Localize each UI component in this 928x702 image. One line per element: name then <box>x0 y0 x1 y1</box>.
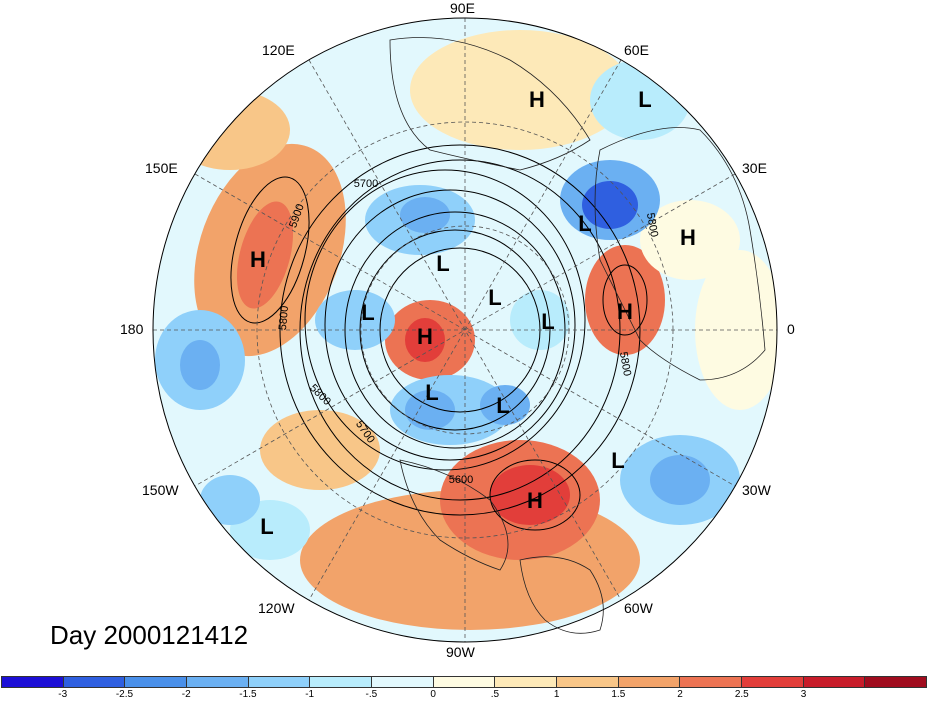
colorbar-segment <box>742 677 804 687</box>
pressure-center: L <box>488 285 502 310</box>
pressure-center: L <box>436 251 450 276</box>
colorbar-segment <box>557 677 619 687</box>
colorbar-tick-label: 1 <box>553 689 560 700</box>
colorbar-segment <box>372 677 434 687</box>
contour-label: 5600 <box>448 474 474 486</box>
colorbar-tick-label: -1.5 <box>239 689 257 700</box>
lon-label-90e: 90E <box>450 0 475 16</box>
pressure-center: H <box>417 324 433 349</box>
colorbar-tick-label: 1.5 <box>611 689 626 700</box>
pressure-center: L <box>425 380 439 405</box>
colorbar-tick-label: 0 <box>430 689 436 700</box>
contour-label: 5800 <box>276 305 292 331</box>
coastlines <box>389 37 766 634</box>
colorbar-segment <box>248 677 311 687</box>
colorbar-tick-label: 3 <box>800 689 807 700</box>
pressure-center: H <box>527 488 543 513</box>
colorbar-tick-label: -2 <box>181 689 191 700</box>
colorbar-segment <box>865 677 927 687</box>
colorbar-tick-label: -3 <box>58 689 68 700</box>
lon-label-150e: 150E <box>145 160 178 176</box>
colorbar-ticks: -3 -2.5 -2 -1.5 -1 -.5 0 .5 1 1.5 2 2.5 3 <box>1 689 927 702</box>
colorbar-segment <box>433 677 496 687</box>
pressure-center: L <box>496 393 510 418</box>
pressure-center: L <box>578 211 592 236</box>
colorbar <box>1 676 927 688</box>
colorbar-segment <box>680 677 743 687</box>
anomaly-field <box>153 18 777 642</box>
colorbar-tick-label: 2.5 <box>734 689 749 700</box>
pressure-center: H <box>680 225 696 250</box>
colorbar-tick-label: -1 <box>305 689 315 700</box>
map-border <box>152 17 778 643</box>
lon-label-30e: 30E <box>742 160 767 176</box>
pressure-center: L <box>541 309 555 334</box>
pressure-center: L <box>260 514 274 539</box>
colorbar-segment <box>125 677 188 687</box>
lon-label-30w: 30W <box>742 482 771 498</box>
lon-label-60w: 60W <box>624 600 653 616</box>
lon-label-60e: 60E <box>624 42 649 58</box>
polar-map <box>152 17 778 643</box>
lon-label-90w: 90W <box>446 644 475 660</box>
colorbar-tick-label: 2 <box>677 689 683 700</box>
pressure-center: L <box>638 87 652 112</box>
lon-label-120e: 120E <box>262 42 295 58</box>
colorbar-segment <box>310 677 373 687</box>
colorbar-segment <box>187 677 249 687</box>
day-title: Day 2000121412 <box>50 620 249 650</box>
colorbar-tick-label: -.5 <box>365 689 378 700</box>
colorbar-segment <box>618 677 681 687</box>
colorbar-tick-label: .5 <box>490 689 500 700</box>
lon-label-120w: 120W <box>258 600 295 616</box>
colorbar-segment <box>803 677 866 687</box>
pressure-center: H <box>617 299 633 324</box>
lon-label-180: 180 <box>120 321 144 337</box>
pressure-center: L <box>611 448 625 473</box>
colorbar-tick-label: -2.5 <box>115 689 134 700</box>
colorbar-segment <box>63 677 126 687</box>
lon-label-0: 0 <box>787 321 795 337</box>
graticule <box>153 18 777 642</box>
pressure-center: L <box>361 300 375 325</box>
pressure-center: H <box>529 87 545 112</box>
lon-label-150w: 150W <box>142 482 179 498</box>
colorbar-segment <box>495 677 558 687</box>
pressure-center: H <box>250 247 266 272</box>
contour-label: 5700 <box>353 178 379 190</box>
colorbar-segment <box>2 677 64 687</box>
